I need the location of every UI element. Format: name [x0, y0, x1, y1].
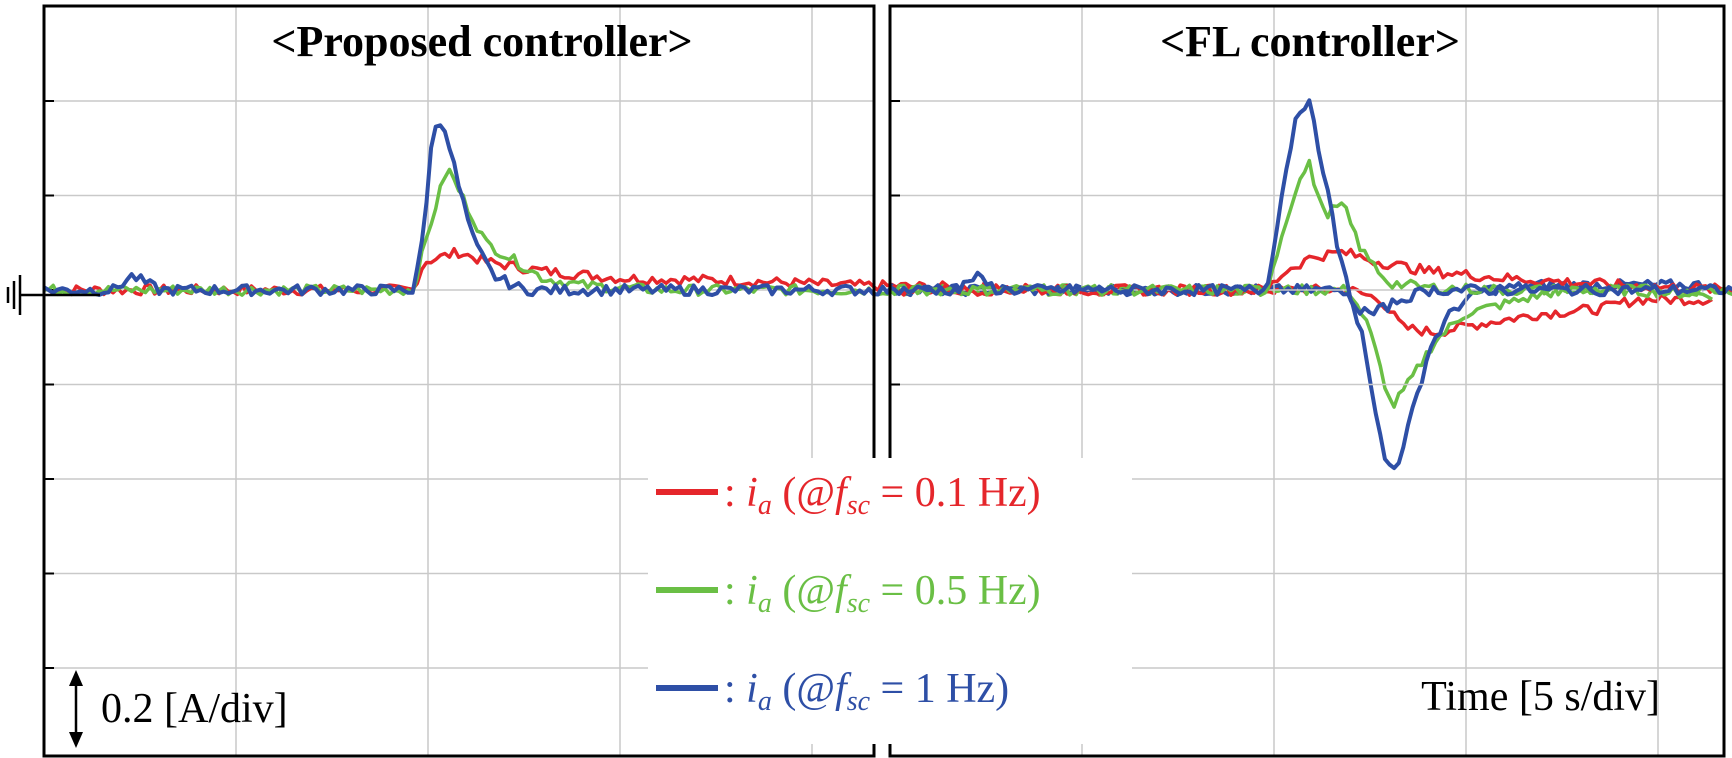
ground-marker-icon [6, 275, 100, 315]
legend-entry-label: : ia (@fsc = 1 Hz) [724, 666, 1009, 717]
proposed-frame [42, 4, 876, 758]
proposed-trace-red [43, 246, 1713, 337]
vertical-scale-label: 0.2 [A/div] [101, 686, 288, 732]
legend: : ia (@fsc = 0.1 Hz) : ia (@fsc = 0.5 Hz)… [648, 458, 1132, 744]
legend-entry-label: : ia (@fsc = 0.5 Hz) [724, 568, 1041, 619]
legend-entry-label: : ia (@fsc = 0.1 Hz) [724, 470, 1041, 521]
fl-frame [888, 4, 1726, 758]
fl-title: <FL controller> [1160, 17, 1460, 66]
legend-background [648, 458, 1132, 744]
proposed-controller-panel: <Proposed controller> [42, 4, 1714, 758]
vertical-scale: 0.2 [A/div] [69, 670, 288, 748]
double-arrow-icon [69, 670, 83, 748]
fl-controller-panel: <FL controller> [888, 4, 1732, 758]
proposed-traces [42, 123, 1714, 471]
time-scale-label: Time [5 s/div] [1421, 674, 1660, 720]
proposed-title: <Proposed controller> [271, 17, 692, 66]
proposed-trace-blue [42, 123, 1714, 471]
